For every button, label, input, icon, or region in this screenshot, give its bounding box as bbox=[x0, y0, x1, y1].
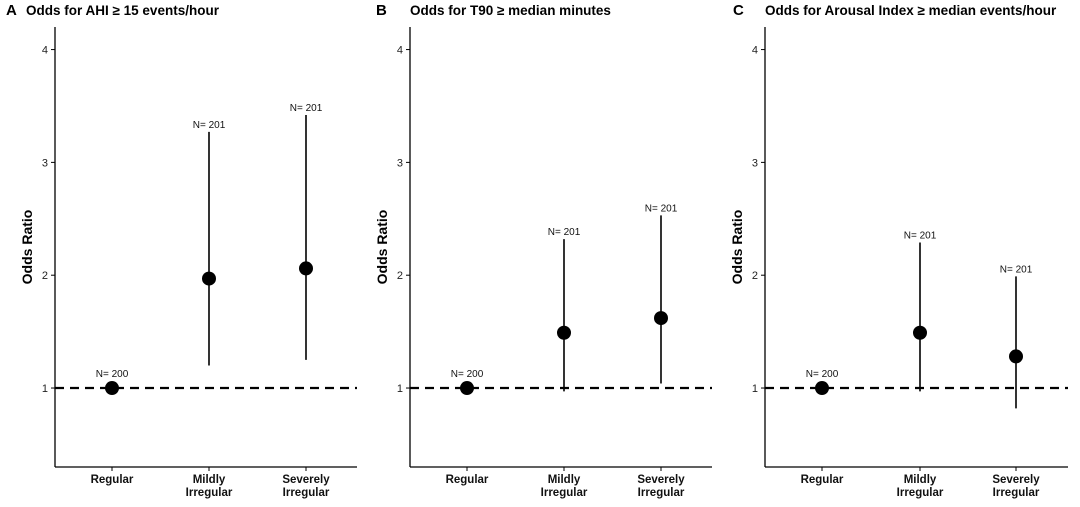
x-tick-label: Mildly Irregular bbox=[897, 474, 944, 499]
odds-ratio-point bbox=[557, 325, 571, 340]
panel-title: Odds for T90 ≥ median minutes bbox=[410, 3, 611, 18]
y-axis-label: Odds Ratio bbox=[729, 210, 745, 285]
panel-b: B Odds for T90 ≥ median minutes 1 2 3 4 Odds R… bbox=[374, 2, 712, 499]
odds-ratio-point bbox=[1009, 349, 1023, 364]
odds-ratio-point bbox=[913, 325, 927, 340]
odds-ratio-point bbox=[654, 311, 668, 326]
y-tick-label: 2 bbox=[397, 270, 403, 282]
y-tick-label: 2 bbox=[42, 270, 48, 282]
y-tick-label: 1 bbox=[42, 383, 48, 395]
y-tick-label: 4 bbox=[752, 45, 758, 57]
y-tick-label: 1 bbox=[397, 383, 403, 395]
x-tick-label: Regular bbox=[801, 474, 844, 486]
odds-ratio-point bbox=[815, 381, 829, 396]
y-tick-label: 3 bbox=[752, 157, 758, 169]
x-tick-label: Mildly Irregular bbox=[541, 474, 588, 499]
y-tick-label: 1 bbox=[752, 383, 758, 395]
n-label: N= 200 bbox=[806, 369, 839, 380]
panel-title: Odds for AHI ≥ 15 events/hour bbox=[26, 3, 220, 18]
x-tick-label: Severely Irregular bbox=[992, 474, 1040, 499]
n-label: N= 201 bbox=[904, 230, 937, 241]
y-axis-label: Odds Ratio bbox=[374, 210, 390, 285]
odds-ratio-point bbox=[105, 381, 119, 396]
x-tick-label: Severely Irregular bbox=[637, 474, 685, 499]
panel-letter: C bbox=[733, 2, 744, 19]
n-label: N= 200 bbox=[451, 369, 484, 380]
odds-ratio-point bbox=[460, 381, 474, 396]
panel-c: C Odds for Arousal Index ≥ median events/… bbox=[729, 2, 1068, 499]
n-label: N= 201 bbox=[290, 103, 323, 114]
x-tick-label: Regular bbox=[91, 474, 134, 486]
x-tick-label: Mildly Irregular bbox=[186, 474, 233, 499]
panel-letter: A bbox=[6, 2, 17, 19]
n-label: N= 201 bbox=[548, 227, 581, 238]
n-label: N= 201 bbox=[645, 203, 678, 214]
panel-letter: B bbox=[376, 2, 387, 19]
y-tick-label: 2 bbox=[752, 270, 758, 282]
x-tick-label: Severely Irregular bbox=[282, 474, 330, 499]
n-label: N= 200 bbox=[96, 369, 129, 380]
n-label: N= 201 bbox=[1000, 264, 1033, 275]
panel-title: Odds for Arousal Index ≥ median events/h… bbox=[765, 3, 1057, 18]
y-tick-label: 3 bbox=[397, 157, 403, 169]
odds-ratio-point bbox=[299, 261, 313, 276]
y-tick-label: 4 bbox=[397, 45, 403, 57]
panel-a: A Odds for AHI ≥ 15 events/hour 1 2 3 4 Odds R… bbox=[6, 2, 357, 499]
y-axis-label: Odds Ratio bbox=[19, 210, 35, 285]
y-tick-label: 4 bbox=[42, 45, 48, 57]
x-tick-label: Regular bbox=[446, 474, 489, 486]
y-tick-label: 3 bbox=[42, 157, 48, 169]
odds-ratio-point bbox=[202, 271, 216, 286]
n-label: N= 201 bbox=[193, 120, 226, 131]
